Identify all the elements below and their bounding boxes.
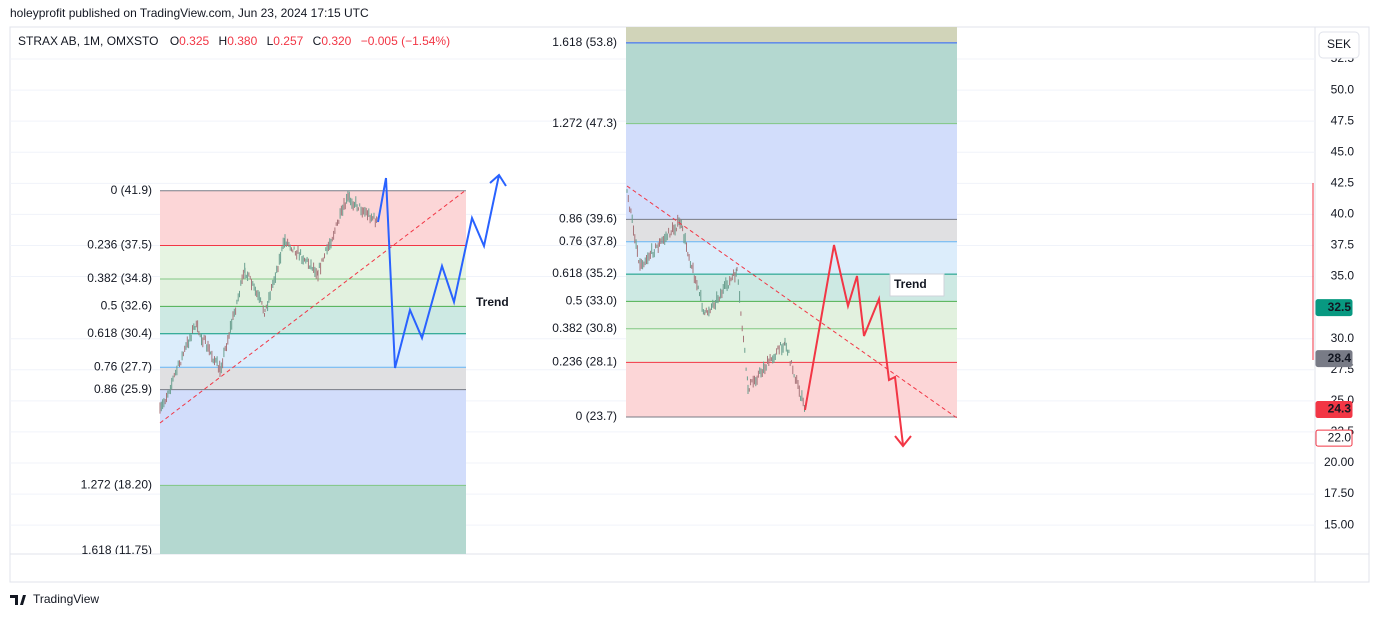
fib-level-label: 0.76 (27.7) — [94, 359, 152, 373]
price-badge — [1315, 429, 1353, 447]
price-axis: 52.550.047.545.042.540.037.535.030.027.5… — [1312, 51, 1355, 531]
fib-zone — [160, 279, 466, 307]
price-tick-label: 35.0 — [1331, 269, 1355, 283]
fib-level-label: 1.618 (53.8) — [552, 35, 617, 49]
fib-level-label: 0.382 (34.8) — [87, 271, 152, 285]
brand-logo — [10, 595, 26, 605]
price-tick-label: 45.0 — [1331, 144, 1355, 158]
fib-level-label: 1.272 (18.20) — [81, 478, 152, 492]
price-badge-label: 28.4 — [1328, 351, 1352, 365]
fib-zone — [626, 123, 957, 220]
fib-level-label: 1.272 (47.3) — [552, 116, 617, 130]
projection-arrow — [489, 173, 507, 187]
fib-level-label: 0.236 (28.1) — [552, 354, 617, 368]
price-badge — [1315, 350, 1353, 368]
fib-level-label: 1.618 (11.75) — [82, 543, 153, 557]
projection-arrow — [894, 435, 912, 448]
price-badge-label: 24.3 — [1328, 402, 1352, 416]
fib-level-label: 0.5 (33.0) — [566, 294, 617, 308]
fib-zone — [160, 306, 466, 334]
fib-level-label: 0 (23.7) — [576, 409, 617, 423]
low: 0.257 — [273, 34, 303, 48]
fib-level-label: 0.5 (32.6) — [101, 299, 152, 313]
price-tick-label: 17.50 — [1324, 486, 1354, 500]
publisher: holeyprofit published on TradingView.com… — [10, 6, 369, 20]
trend-line — [159, 189, 467, 424]
fib-level-label: 0.618 (30.4) — [87, 326, 152, 340]
price-badge — [1315, 401, 1353, 419]
high-label: H — [219, 34, 228, 48]
fib-zone — [626, 301, 957, 329]
fib-level-label: 0.86 (25.9) — [94, 382, 152, 396]
fib-zone — [626, 42, 957, 124]
fib-zone — [160, 485, 466, 554]
fib-zone — [626, 362, 957, 418]
fib-zone — [160, 367, 466, 390]
brand: TradingView — [33, 592, 99, 606]
open-label: O — [170, 34, 179, 48]
price-tick-label: 15.00 — [1324, 517, 1354, 531]
annotation-box — [889, 273, 945, 297]
close: 0.320 — [321, 34, 351, 48]
price-tick-label: 42.5 — [1331, 175, 1355, 189]
annotation: Trend — [894, 277, 927, 291]
projection-path — [804, 244, 904, 446]
open: 0.325 — [179, 34, 209, 48]
fib-level-label: 0.382 (30.8) — [552, 321, 617, 335]
fib-zone — [160, 190, 466, 246]
price-tick-label: 37.5 — [1331, 238, 1355, 252]
pane: 0 (41.9) 0.236 (37.5) 0.382 (34.8) 0.5 (32.… — [81, 27, 958, 557]
fib-level-label: 0.76 (37.8) — [559, 234, 617, 248]
high: 0.380 — [227, 34, 257, 48]
low-label: L — [267, 34, 274, 48]
price-badge-label: 22.0 — [1328, 430, 1352, 444]
fib-zone — [626, 328, 957, 363]
price-tick-label: 47.5 — [1331, 113, 1355, 127]
price-tick-label: 20.00 — [1324, 455, 1354, 469]
price-tick-label: 50.0 — [1331, 82, 1355, 96]
price-badge-label: 32.5 — [1328, 300, 1352, 314]
fib-level-label: 0 (41.9) — [111, 183, 152, 197]
currency-button[interactable] — [1318, 31, 1360, 59]
price-tick-label: 30.0 — [1331, 331, 1355, 345]
fib-zone — [160, 333, 466, 368]
price-badge — [1315, 299, 1353, 317]
symbol-info: STRAX AB, 1M, OMXSTO O0.325 H0.380 L0.25… — [18, 34, 450, 48]
fib-zone — [626, 219, 957, 242]
price-tick-label: 40.0 — [1331, 207, 1355, 221]
fib-zone — [626, 241, 957, 275]
fib-level-label: 0.236 (37.5) — [87, 238, 152, 252]
fib-zone — [160, 389, 466, 486]
fib-level-label: 0.618 (35.2) — [552, 266, 617, 280]
annotation: Trend — [476, 295, 509, 309]
close-label: C — [313, 34, 322, 48]
projection-path — [377, 174, 500, 369]
trend-line — [626, 185, 958, 419]
symbol-name: STRAX AB, 1M, OMXSTO — [18, 34, 158, 48]
fib-zone — [160, 245, 466, 280]
fib-level-label: 0.86 (39.6) — [559, 212, 617, 226]
change: −0.005 (−1.54%) — [361, 34, 450, 48]
fib-zone — [626, 27, 957, 43]
currency[interactable]: SEK — [1327, 37, 1351, 51]
